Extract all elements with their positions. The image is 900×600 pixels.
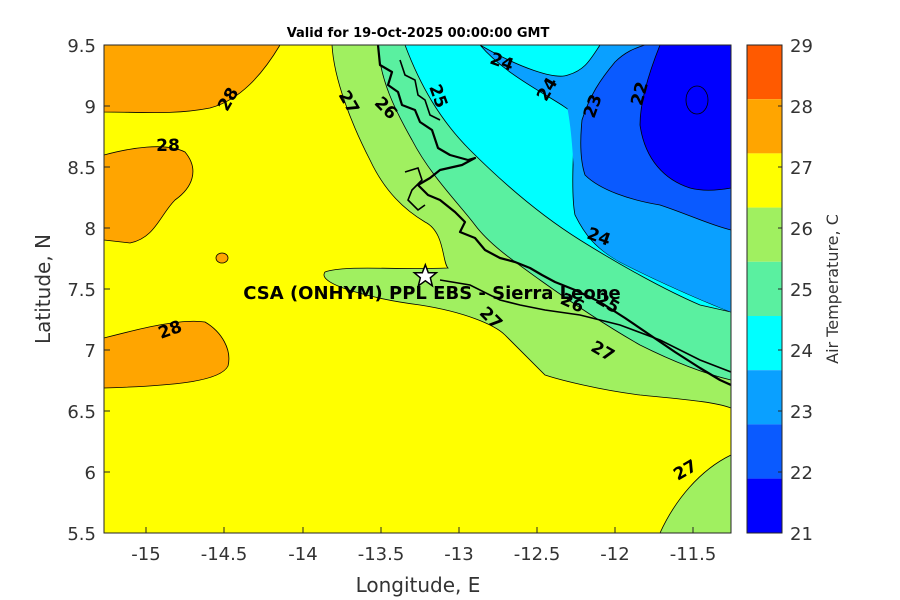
colorbar-tick-label: 24 [790,341,813,362]
contour-ring [685,85,709,115]
colorbar-tick-label: 22 [790,463,813,484]
colorbar-segment [747,478,782,533]
colorbar-segment [747,370,782,425]
y-tick-label: 7 [85,341,96,362]
site-label: CSA (ONHYM) PPL EBS - Sierra Leone [243,283,620,304]
colorbar-tick-label: 23 [790,402,813,423]
y-tick-label: 7.5 [67,280,96,301]
x-tick-label: -15 [131,544,160,565]
colorbar: 29 28 27 26 25 24 23 22 21 Air Temperatu… [746,36,842,545]
colorbar-tick-label: 26 [790,219,813,240]
x-tick-label: -12 [600,544,629,565]
y-tick-label: 9 [85,97,96,118]
x-tick-label: -13 [444,544,473,565]
warm-region-nw [104,45,281,114]
site-star-icon [412,262,439,288]
colorbar-tick-label: 29 [790,36,813,57]
warm-region-sw [104,320,230,389]
x-tick-label: -14 [288,544,317,565]
y-tick-label: 8.5 [67,158,96,179]
colorbar-segment [747,99,782,154]
warm-spot [215,252,229,264]
colorbar-tick-label: 25 [790,280,813,301]
contour-label: 28 [156,136,180,156]
y-tick-label: 9.5 [67,36,96,57]
y-tick-label: 6 [85,463,96,484]
pipeline-route [439,279,731,373]
x-axis-label: Longitude, E [356,573,481,597]
warm-region-west [104,146,194,244]
x-tick-label: -14.5 [201,544,248,565]
x-tick-label: -13.5 [358,544,405,565]
colorbar-segment [747,45,782,100]
x-axis: -15 -14.5 -14 -13.5 -13 -12.5 -12 -11.5 … [131,527,716,597]
y-axis: 9.5 9 8.5 8 7.5 7 6.5 6 5.5 Latitude, N [31,36,110,545]
field-21-22 [639,45,731,191]
colorbar-segment [747,424,782,479]
colorbar-tick-label: 28 [790,97,813,118]
colorbar-segment [747,261,782,316]
x-tick-label: -11.5 [670,544,717,565]
colorbar-tick-label: 21 [790,524,813,545]
colorbar-segment [747,207,782,262]
coastline-islands [404,167,426,212]
x-tick-label: -12.5 [514,544,561,565]
coastline [376,45,731,387]
colorbar-tick-label: 27 [790,158,813,179]
y-tick-label: 8 [85,219,96,240]
map-plot-area: 28 28 28 27 26 25 24 24 23 22 24 27 26 2… [103,44,732,534]
y-tick-label: 5.5 [67,524,96,545]
colorbar-label: Air Temperature, C [823,214,842,364]
colorbar-segment [747,153,782,208]
colorbar-segment [747,316,782,371]
coastline-detail [399,59,441,121]
y-tick-label: 6.5 [67,402,96,423]
y-axis-label: Latitude, N [31,234,55,344]
figure-title: Valid for 19-Oct-2025 00:00:00 GMT [287,26,550,41]
